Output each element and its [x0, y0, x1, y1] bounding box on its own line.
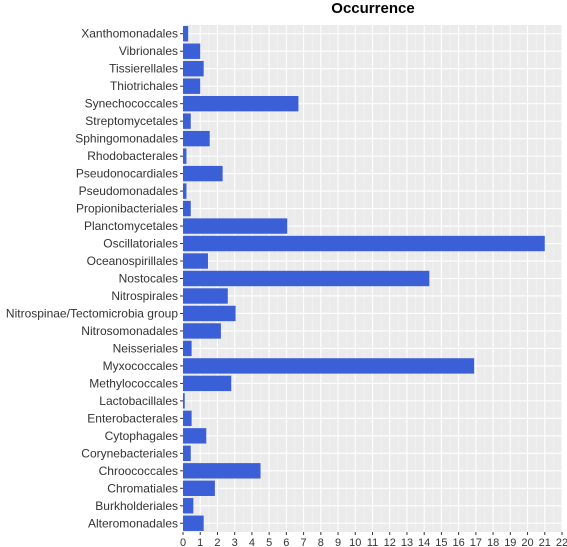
bar-neisseriales [183, 340, 192, 357]
category-label: Alteromonadales [88, 516, 178, 530]
bar-tissierellales [183, 61, 204, 77]
bar-chroococcales [183, 463, 261, 479]
bar-pseudonocardiales [183, 165, 223, 182]
bar-streptomycetales [183, 113, 191, 129]
x-tick-label: 21 [539, 537, 551, 547]
category-label: Sphingomonadales [75, 132, 178, 146]
category-label: Synechococcales [85, 97, 178, 111]
bar-alteromonadales [183, 515, 204, 531]
x-tick-label: 11 [367, 537, 378, 547]
x-tick-label: 6 [283, 537, 289, 547]
category-label: Cytophagales [105, 429, 178, 443]
category-label: Nitrosomonadales [81, 324, 178, 338]
x-tick-label: 18 [487, 537, 499, 547]
bar-vibrionales [183, 43, 201, 59]
bar-chromatiales [183, 480, 215, 496]
x-tick-label: 14 [418, 537, 430, 547]
bar-burkholderiales [183, 498, 194, 514]
category-label: Pseudomonadales [79, 184, 178, 198]
x-tick-label: 15 [435, 537, 447, 547]
x-tick-label: 7 [301, 537, 307, 547]
bar-planctomycetales [183, 218, 288, 234]
category-label: Rhodobacterales [87, 149, 178, 163]
bar-oscillatoriales [183, 235, 545, 252]
bars [183, 26, 545, 531]
category-label: Lactobacillales [99, 394, 178, 408]
category-label: Chromatiales [107, 481, 178, 495]
bar-xanthomonadales [183, 26, 189, 42]
category-label: Corynebacteriales [81, 446, 178, 460]
chart-title: Occurrence [331, 0, 414, 17]
category-label: Burkholderiales [95, 499, 178, 513]
bar-cytophagales [183, 428, 207, 444]
bar-enterobacterales [183, 410, 192, 427]
bar-nitrosomonadales [183, 323, 221, 339]
bar-nitrospirales [183, 288, 228, 304]
category-label: Myxococcales [103, 359, 178, 373]
x-tick-label: 0 [180, 537, 186, 547]
x-tick-label: 19 [504, 537, 516, 547]
bar-oceanospirillales [183, 253, 208, 269]
bar-pseudomonadales [183, 183, 187, 199]
bar-methylococcales [183, 375, 232, 392]
category-label: Nitrospirales [111, 289, 178, 303]
category-label: Planctomycetales [84, 219, 178, 233]
category-label: Oceanospirillales [87, 254, 178, 268]
category-label: Thiotrichales [110, 79, 178, 93]
x-tick-label: 12 [384, 537, 396, 547]
x-tick-label: 3 [232, 537, 238, 547]
x-tick-label: 5 [266, 537, 272, 547]
x-tick-label: 10 [349, 537, 361, 547]
bar-corynebacteriales [183, 445, 191, 462]
bar-sphingomonadales [183, 130, 210, 147]
category-label: Neisseriales [113, 341, 178, 355]
bar-myxococcales [183, 358, 475, 374]
x-tick-label: 22 [556, 537, 567, 547]
category-label: Chroococcales [99, 464, 178, 478]
category-label: Oscillatoriales [103, 237, 178, 251]
category-label: Pseudonocardiales [76, 167, 178, 181]
bar-lactobacillales [183, 393, 185, 409]
category-label: Xanthomonadales [81, 27, 178, 41]
x-tick-label: 9 [335, 537, 341, 547]
x-tick-label: 16 [453, 537, 465, 547]
x-tick-labels: 0 1 2 3 4 5 6 7 8 9 10 11 12 13 14 15 16 17 18 19 20 21 22 [180, 532, 567, 547]
category-label: Nitrospinae/Tectomicrobia group [6, 306, 178, 320]
category-label: Vibrionales [119, 44, 178, 58]
category-label: Propionibacteriales [76, 202, 178, 216]
category-labels: Xanthomonadales Vibrionales Tissierellales… [6, 27, 183, 530]
category-label: Tissierellales [109, 62, 178, 76]
bar-synechococcales [183, 95, 299, 112]
x-tick-label: 1 [197, 537, 203, 547]
bar-propionibacteriales [183, 200, 191, 217]
category-label: Nostocales [119, 272, 178, 286]
x-tick-label: 20 [521, 537, 533, 547]
bar-rhodobacterales [183, 148, 187, 164]
x-tick-label: 8 [318, 537, 324, 547]
x-tick-label: 2 [214, 537, 220, 547]
bar-thiotrichales [183, 78, 201, 94]
x-tick-label: 13 [401, 537, 413, 547]
bar-nostocales [183, 270, 430, 287]
x-tick-label: 4 [249, 537, 255, 547]
category-label: Methylococcales [89, 376, 178, 390]
bar-nitrospinae-tectomicrobia-group [183, 305, 236, 322]
category-label: Streptomycetales [85, 114, 178, 128]
category-label: Enterobacterales [87, 411, 178, 425]
x-tick-label: 17 [470, 537, 482, 547]
